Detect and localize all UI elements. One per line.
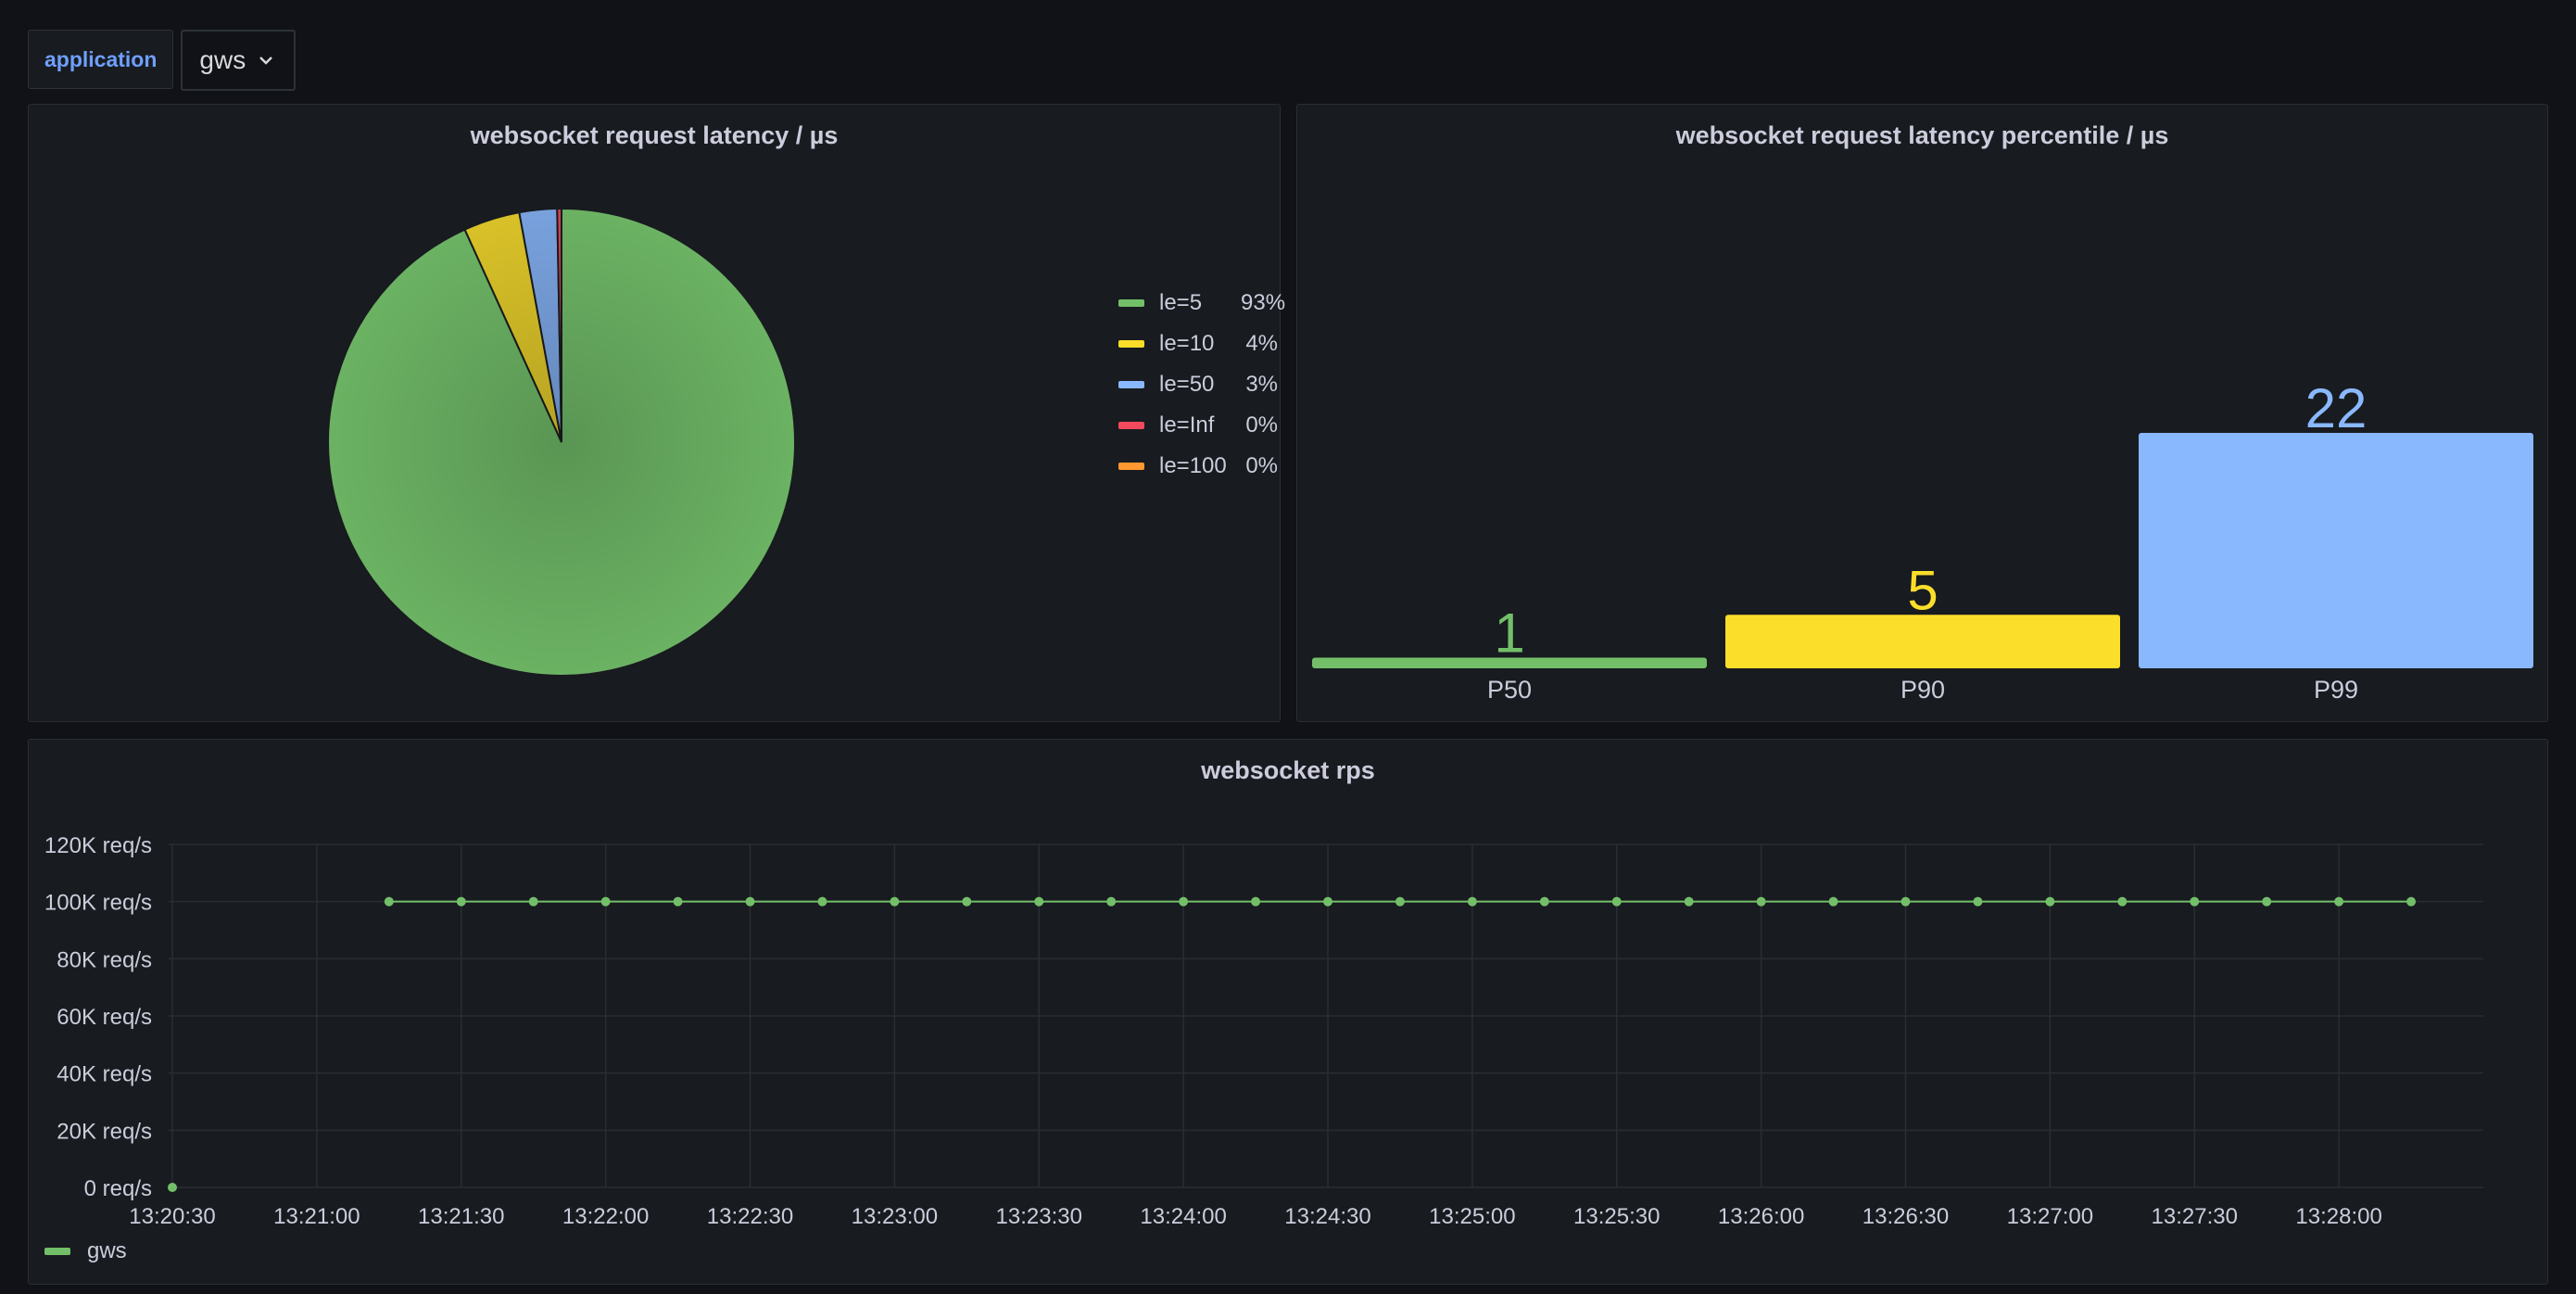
panel-title: websocket request latency percentile / µ… bbox=[1675, 121, 2169, 149]
bar-gauge-chart: 1 P50 5 P90 22 P99 bbox=[1312, 377, 2533, 704]
panel-title: websocket request latency / µs bbox=[470, 121, 839, 149]
variable-bar: application gws bbox=[28, 30, 297, 91]
rps-legend-item[interactable]: gws bbox=[44, 1238, 127, 1264]
legend-label: le=10 bbox=[1159, 331, 1215, 356]
application-select-value: gws bbox=[199, 45, 246, 74]
application-select[interactable]: gws bbox=[181, 30, 297, 91]
legend-label: le=50 bbox=[1159, 372, 1215, 397]
rps-panel[interactable]: websocket rps bbox=[28, 739, 2548, 1285]
legend-label: gws bbox=[87, 1238, 127, 1263]
legend-swatch bbox=[1118, 299, 1144, 307]
legend-item[interactable]: le=Inf 0% bbox=[1118, 405, 1278, 446]
pie-panel[interactable]: websocket request latency / µs le=5 93% … bbox=[28, 104, 1286, 722]
legend-value: 3% bbox=[1245, 372, 1278, 397]
legend-swatch bbox=[1118, 340, 1144, 348]
legend-value: 93% bbox=[1241, 290, 1286, 315]
legend-value: 0% bbox=[1245, 412, 1278, 438]
legend-swatch bbox=[1118, 422, 1144, 429]
legend-label: le=100 bbox=[1159, 453, 1227, 478]
legend-value: 4% bbox=[1245, 331, 1278, 356]
bar-panel[interactable]: websocket request latency percentile / µ… bbox=[1296, 104, 2548, 722]
legend-item[interactable]: le=10 4% bbox=[1118, 324, 1278, 364]
legend-label: le=5 bbox=[1159, 290, 1203, 315]
legend-swatch bbox=[1118, 381, 1144, 388]
legend-swatch bbox=[1118, 463, 1144, 470]
legend-value: 0% bbox=[1245, 453, 1278, 478]
bar-P99 bbox=[2139, 433, 2533, 668]
variable-label-application: application bbox=[28, 30, 174, 89]
panel-title: websocket rps bbox=[1201, 756, 1375, 784]
bar-P50 bbox=[1312, 657, 1707, 668]
legend-label: le=Inf bbox=[1159, 412, 1215, 438]
bar-value-label: 22 bbox=[2305, 377, 2368, 439]
bar-category-label: P50 bbox=[1487, 676, 1532, 704]
bar-value-label: 1 bbox=[1494, 602, 1524, 664]
bar-category-label: P99 bbox=[2314, 676, 2358, 704]
bar-P90 bbox=[1725, 615, 2120, 668]
legend-swatch bbox=[44, 1248, 70, 1255]
pie-chart bbox=[327, 207, 796, 677]
legend-item[interactable]: le=5 93% bbox=[1118, 283, 1286, 324]
legend-item[interactable]: le=100 0% bbox=[1118, 446, 1278, 487]
legend-item[interactable]: le=50 3% bbox=[1118, 364, 1278, 405]
bar-value-label: 5 bbox=[1907, 559, 1938, 621]
bar-category-label: P90 bbox=[1900, 676, 1945, 704]
pie-legend: le=5 93% le=10 4% le=50 3% le=Inf 0% le=… bbox=[1118, 283, 1286, 487]
chevron-down-icon bbox=[259, 57, 273, 65]
